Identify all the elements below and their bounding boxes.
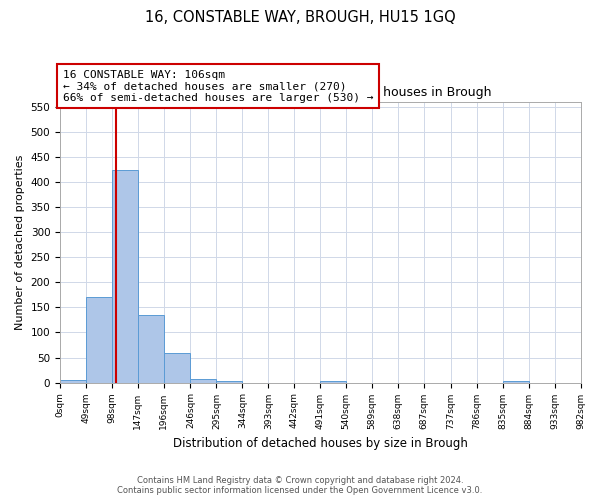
Title: Size of property relative to detached houses in Brough: Size of property relative to detached ho… <box>149 86 491 100</box>
Bar <box>138 315 164 382</box>
X-axis label: Distribution of detached houses by size in Brough: Distribution of detached houses by size … <box>173 437 468 450</box>
Bar <box>503 380 529 382</box>
Bar <box>320 380 346 382</box>
Bar <box>164 354 190 382</box>
Bar <box>190 378 217 382</box>
Bar <box>217 380 242 382</box>
Text: Contains HM Land Registry data © Crown copyright and database right 2024.
Contai: Contains HM Land Registry data © Crown c… <box>118 476 482 495</box>
Text: 16 CONSTABLE WAY: 106sqm
← 34% of detached houses are smaller (270)
66% of semi-: 16 CONSTABLE WAY: 106sqm ← 34% of detach… <box>62 70 373 103</box>
Y-axis label: Number of detached properties: Number of detached properties <box>15 154 25 330</box>
Bar <box>60 380 86 382</box>
Bar <box>86 298 112 382</box>
Bar <box>112 170 138 382</box>
Text: 16, CONSTABLE WAY, BROUGH, HU15 1GQ: 16, CONSTABLE WAY, BROUGH, HU15 1GQ <box>145 10 455 25</box>
